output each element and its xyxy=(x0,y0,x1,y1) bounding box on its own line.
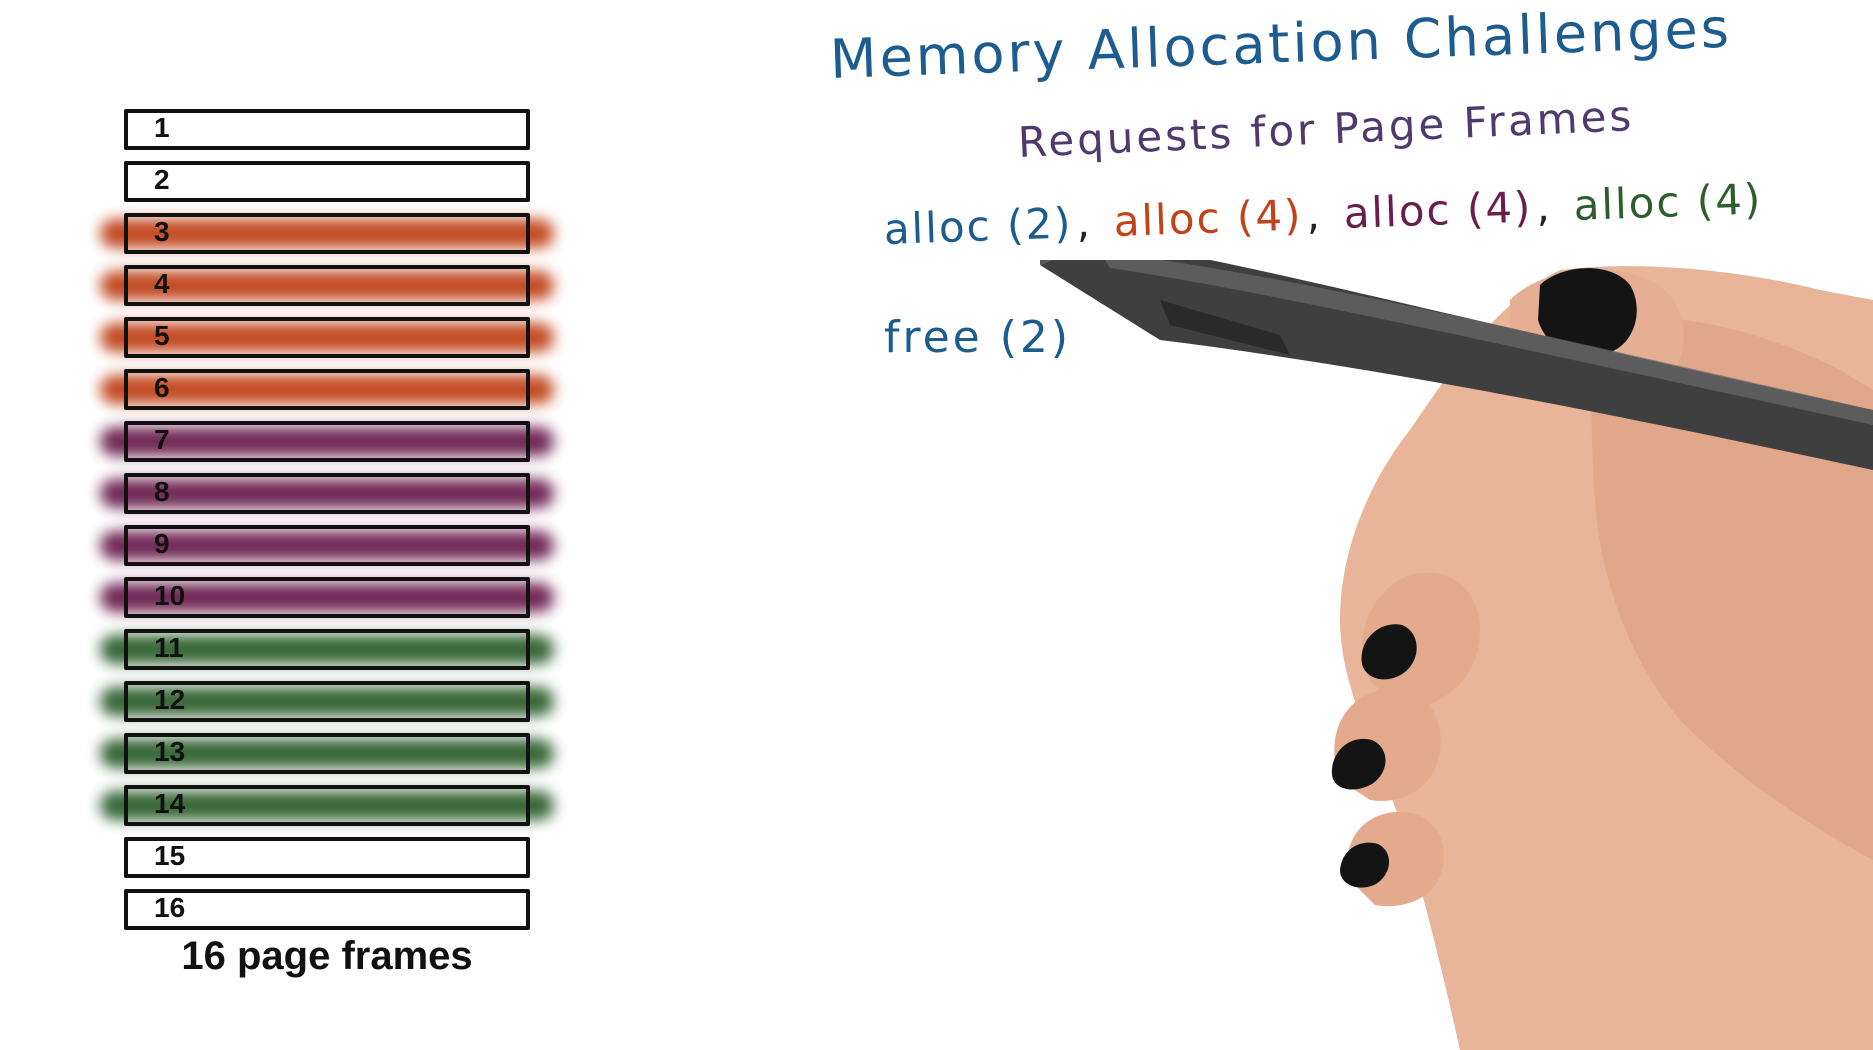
alloc-request: alloc (4) xyxy=(1342,182,1534,238)
page-frame: 9 xyxy=(100,525,554,566)
hand-holding-pen-illustration xyxy=(1040,260,1873,1050)
page-frame-outline xyxy=(124,265,530,306)
page-frame-number: 9 xyxy=(154,528,170,559)
allocation-highlight xyxy=(100,531,554,560)
request-separator: , xyxy=(1075,197,1091,248)
slide-subtitle: Requests for Page Frames xyxy=(1016,91,1636,167)
page-frame-number: 14 xyxy=(154,788,186,819)
page-frame-outline xyxy=(124,577,530,618)
page-frame: 14 xyxy=(100,785,554,826)
slide-title: Memory Allocation Challenges xyxy=(828,0,1733,91)
alloc-request: alloc (2) xyxy=(882,198,1074,254)
page-frame-number: 5 xyxy=(154,320,170,351)
free-request: free (2) xyxy=(884,312,1072,363)
page-frame-number: 16 xyxy=(154,892,186,923)
page-frame-number: 4 xyxy=(154,268,170,299)
page-frame-outline xyxy=(124,837,530,878)
page-frame: 4 xyxy=(100,265,554,306)
page-frame-number: 10 xyxy=(154,580,186,611)
allocation-highlight xyxy=(100,427,554,456)
page-frame: 12 xyxy=(100,681,554,722)
page-frame-number: 12 xyxy=(154,684,186,715)
pen-icon xyxy=(1040,260,1873,470)
allocation-highlight xyxy=(100,583,554,612)
allocation-highlight xyxy=(100,791,554,820)
page-frame-outline xyxy=(124,733,530,774)
allocation-highlight xyxy=(100,375,554,404)
page-frame: 1 xyxy=(124,109,530,150)
page-frame-number: 2 xyxy=(154,164,170,195)
page-frame: 7 xyxy=(100,421,554,462)
allocation-highlight xyxy=(100,739,554,768)
page-frame-number: 15 xyxy=(154,840,186,871)
request-separator: , xyxy=(1305,189,1321,240)
page-frame-number: 13 xyxy=(154,736,186,767)
page-frame: 8 xyxy=(100,473,554,514)
page-frame: 11 xyxy=(100,629,554,670)
allocation-highlight xyxy=(100,479,554,508)
alloc-request: alloc (4) xyxy=(1112,190,1304,246)
page-frame-number: 11 xyxy=(154,632,184,663)
allocation-highlight xyxy=(100,635,554,664)
allocation-highlight xyxy=(100,323,554,352)
page-frame: 6 xyxy=(100,369,554,410)
request-separator: , xyxy=(1535,181,1551,232)
page-frame-outline xyxy=(124,369,530,410)
page-frame-outline xyxy=(124,317,530,358)
alloc-request: alloc (4) xyxy=(1572,174,1764,230)
page-frame-outline xyxy=(124,109,530,150)
hand-icon xyxy=(1331,266,1873,1050)
page-frame: 13 xyxy=(100,733,554,774)
page-frame-outline xyxy=(124,889,530,930)
allocation-highlight xyxy=(100,219,554,248)
page-frame-number: 7 xyxy=(154,424,170,455)
page-frame: 5 xyxy=(100,317,554,358)
allocation-request-list: alloc (2), alloc (4), alloc (4), alloc (4) xyxy=(883,174,1768,265)
page-frame-number: 6 xyxy=(154,372,170,403)
page-frame-outline xyxy=(124,421,530,462)
page-frame-outline xyxy=(124,525,530,566)
page-frame-number: 1 xyxy=(154,112,170,143)
page-frame: 10 xyxy=(100,577,554,618)
page-frame-outline xyxy=(124,473,530,514)
page-frame-number: 3 xyxy=(154,216,170,247)
page-frame-number: 8 xyxy=(154,476,170,507)
page-frame: 2 xyxy=(124,161,530,202)
page-frame: 16 xyxy=(124,889,530,930)
allocation-highlight xyxy=(100,271,554,300)
allocation-highlight xyxy=(100,687,554,716)
page-frame: 15 xyxy=(124,837,530,878)
page-frames-caption: 16 page frames xyxy=(181,934,473,978)
page-frame-outline xyxy=(124,161,530,202)
page-frame-outline xyxy=(124,681,530,722)
page-frame: 3 xyxy=(100,213,554,254)
page-frame-outline xyxy=(124,629,530,670)
page-frame-outline xyxy=(124,213,530,254)
page-frame-outline xyxy=(124,785,530,826)
